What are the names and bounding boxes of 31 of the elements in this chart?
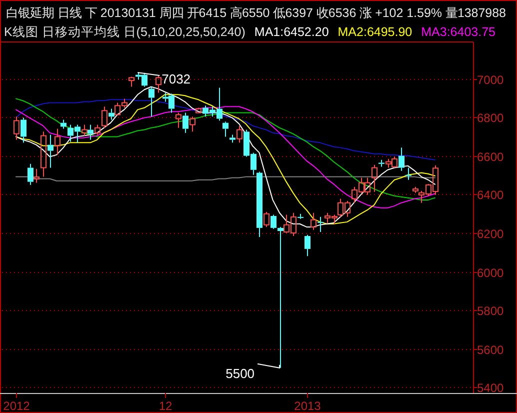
candlestick	[34, 168, 40, 184]
x-tick-label: 2012	[3, 399, 30, 413]
candlestick	[28, 163, 34, 186]
y-tick-label: 6000	[477, 266, 504, 280]
candlestick	[60, 119, 66, 130]
y-tick-label: 6400	[477, 188, 504, 202]
y-tick-label: 6800	[477, 111, 504, 125]
y-tick-label: 7000	[477, 73, 504, 87]
legend: K线图 日移动平均线 日(5,10,20,25,50,240) MA1:6452.20 MA2:6495.90 MA3:6403.75	[4, 25, 496, 39]
candlestick	[148, 86, 154, 118]
y-tick-label: 5600	[477, 343, 504, 357]
x-tick-label: 2013	[294, 399, 322, 413]
candlestick	[298, 213, 304, 220]
annotation: 5500	[226, 366, 255, 381]
candlestick	[256, 171, 262, 238]
y-tick-label: 5800	[477, 304, 504, 318]
candlestick	[88, 124, 94, 140]
y-tick-label: 6200	[477, 227, 504, 241]
x-tick-label: 12	[158, 399, 172, 413]
candlestick	[108, 108, 114, 120]
y-tick-label: 5400	[477, 381, 504, 395]
candlestick	[190, 116, 196, 132]
candlestick	[48, 134, 54, 168]
annotation: 7032	[162, 71, 191, 86]
candlestick	[398, 147, 404, 172]
candlestick	[222, 121, 228, 138]
y-tick-label: 6600	[477, 150, 504, 164]
candlestick	[278, 226, 284, 368]
candlestick	[406, 167, 412, 180]
candlestick	[318, 216, 324, 232]
chart-title: 白银延期 日线 下 20130131 周四 开6415 高6550 低6397 收6536 涨 +102 1.59% 量1387988	[6, 6, 506, 20]
